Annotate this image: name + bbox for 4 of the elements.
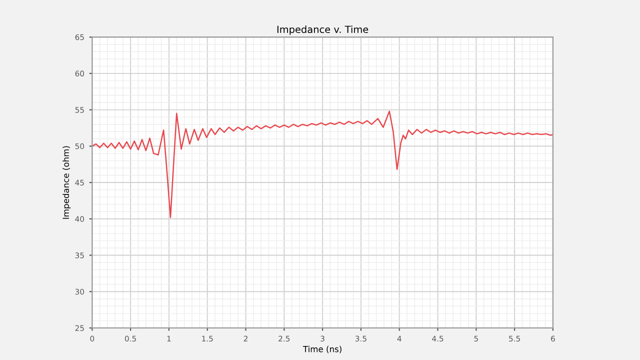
y-axis-title: Impedance (ohm): [62, 146, 71, 219]
chart-title: Impedance v. Time: [277, 26, 368, 35]
line-series: [92, 110, 553, 218]
x-axis-title: Time (ns): [302, 346, 342, 354]
